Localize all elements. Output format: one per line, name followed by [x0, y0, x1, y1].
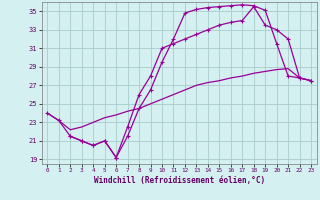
X-axis label: Windchill (Refroidissement éolien,°C): Windchill (Refroidissement éolien,°C)	[94, 176, 265, 185]
